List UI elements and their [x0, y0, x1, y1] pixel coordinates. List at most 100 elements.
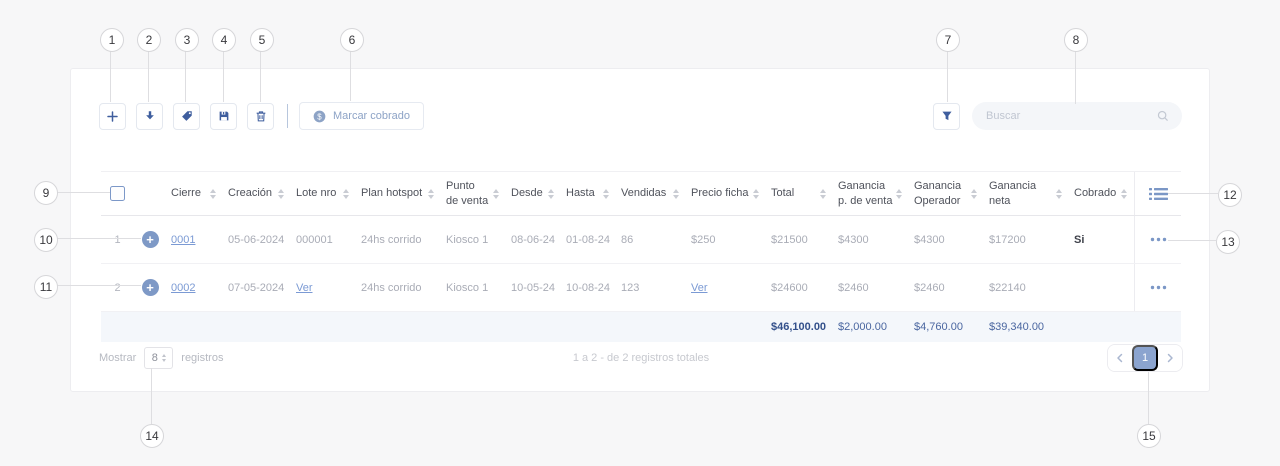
- next-page-button[interactable]: [1158, 345, 1182, 371]
- table-cell: 1: [114, 233, 121, 246]
- ellipsis-icon: [1150, 285, 1166, 290]
- search-box: [972, 102, 1182, 130]
- callout-line: [151, 368, 152, 424]
- table-header-cell: [134, 172, 166, 215]
- sort-icon: [1056, 188, 1062, 199]
- table-header-cell[interactable]: Ganancia Operador: [909, 172, 984, 215]
- save-icon: [219, 111, 228, 121]
- records-summary: 1 a 2 - de 2 registros totales: [572, 352, 710, 364]
- column-label: Desde: [511, 187, 543, 200]
- table-header-cell[interactable]: Plan hotspot: [356, 172, 441, 215]
- page-size-input[interactable]: 8: [144, 347, 174, 369]
- delete-button[interactable]: [247, 102, 274, 130]
- expand-row-button[interactable]: +: [141, 231, 159, 248]
- callout-line: [56, 238, 141, 239]
- callout-15: 15: [1137, 424, 1161, 448]
- trash-icon: [256, 110, 265, 121]
- sort-icon: [673, 188, 679, 199]
- tag-button[interactable]: [173, 102, 200, 130]
- callout-line: [1075, 50, 1076, 104]
- table-header-cell[interactable]: Lote nro: [291, 172, 356, 215]
- page-number-button[interactable]: 1: [1132, 345, 1158, 371]
- table-cell: Kiosco 1: [446, 281, 489, 294]
- sort-icon: [548, 188, 554, 199]
- table-header-cell[interactable]: Ganancia p. de venta: [833, 172, 909, 215]
- prev-page-button[interactable]: [1108, 345, 1132, 371]
- total-cell: [291, 312, 356, 342]
- cell-link[interactable]: Ver: [691, 281, 708, 294]
- callout-11: 11: [34, 275, 58, 299]
- table-header-cell[interactable]: Desde: [506, 172, 561, 215]
- table-cell: Ver: [291, 264, 356, 311]
- spinner-arrows-icon[interactable]: [161, 354, 166, 362]
- total-cell: $46,100.00: [771, 321, 827, 333]
- table-cell: [1134, 216, 1181, 263]
- total-cell: [134, 312, 166, 342]
- callout-line: [223, 50, 224, 102]
- total-cell: $39,340.00: [989, 321, 1045, 333]
- table-header-cell[interactable]: Cobrado: [1069, 172, 1134, 215]
- add-button[interactable]: [99, 102, 126, 130]
- download-button[interactable]: [136, 102, 163, 130]
- toolbar: $ Marcar cobrado: [99, 102, 1182, 130]
- cell-link[interactable]: 0001: [171, 233, 196, 246]
- select-all-checkbox[interactable]: [110, 186, 125, 201]
- callout-8: 8: [1064, 28, 1088, 52]
- callout-14: 14: [140, 424, 164, 448]
- table-cell: $4300: [914, 233, 945, 246]
- table-cell: 10-05-24: [511, 281, 556, 294]
- total-cell: [356, 312, 441, 342]
- ellipsis-icon: [1150, 237, 1166, 242]
- sort-icon: [820, 188, 826, 199]
- total-cell: [166, 312, 223, 342]
- expand-row-button[interactable]: +: [141, 279, 159, 296]
- table-header-cell[interactable]: Total: [766, 172, 833, 215]
- list-menu-icon: [1148, 187, 1168, 200]
- table-header-cell[interactable]: Ganancia neta: [984, 172, 1069, 215]
- cell-link[interactable]: 0002: [171, 281, 196, 294]
- table-cell: $2460: [914, 281, 945, 294]
- sort-icon: [603, 188, 609, 199]
- total-cell: [1134, 312, 1181, 342]
- mark-paid-button[interactable]: $ Marcar cobrado: [299, 102, 425, 130]
- table-cell: $17200: [989, 233, 1026, 246]
- mark-paid-label: Marcar cobrado: [333, 110, 411, 122]
- filter-button[interactable]: [933, 102, 960, 130]
- column-label: Ganancia neta: [989, 180, 1037, 207]
- table-cell: Si: [1069, 216, 1134, 263]
- row-actions-button[interactable]: [1150, 237, 1167, 242]
- table-header-cell[interactable]: Punto de venta: [441, 172, 506, 215]
- row-actions-button[interactable]: [1150, 285, 1167, 290]
- save-button[interactable]: [210, 102, 237, 130]
- column-label: Hasta: [566, 187, 595, 200]
- table-header-cell[interactable]: Cierre: [166, 172, 223, 215]
- total-cell: $4,760.00: [914, 321, 963, 333]
- callout-1: 1: [100, 28, 124, 52]
- table-header-cell[interactable]: Hasta: [561, 172, 616, 215]
- table-header-cell[interactable]: Creación: [223, 172, 291, 215]
- total-cell: [1069, 312, 1134, 342]
- column-label: Precio ficha: [691, 187, 749, 200]
- registros-label: registros: [181, 352, 224, 364]
- column-label: Total: [771, 187, 795, 200]
- table-header: Cierre Creación Lote nro Plan hotspot Punto d…: [101, 172, 1181, 216]
- table-header-cell[interactable]: Precio ficha: [686, 172, 766, 215]
- table-cell: 24hs corrido: [361, 281, 422, 294]
- tag-icon: [181, 111, 192, 121]
- search-input[interactable]: [984, 109, 1156, 123]
- cell-link[interactable]: Ver: [296, 281, 313, 294]
- column-label: Cobrado: [1074, 187, 1117, 200]
- table-header-cell[interactable]: Vendidas: [616, 172, 686, 215]
- toolbar-divider: [287, 104, 288, 128]
- callout-line: [56, 192, 110, 193]
- plus-icon: [107, 110, 118, 122]
- callout-7: 7: [936, 28, 960, 52]
- callout-3: 3: [175, 28, 199, 52]
- column-label: Punto de venta: [446, 180, 489, 207]
- callout-4: 4: [212, 28, 236, 52]
- total-cell: [506, 312, 561, 342]
- table-cell: 000001: [296, 233, 333, 246]
- table-cell: 123: [621, 281, 640, 294]
- columns-menu-button[interactable]: [1134, 172, 1181, 215]
